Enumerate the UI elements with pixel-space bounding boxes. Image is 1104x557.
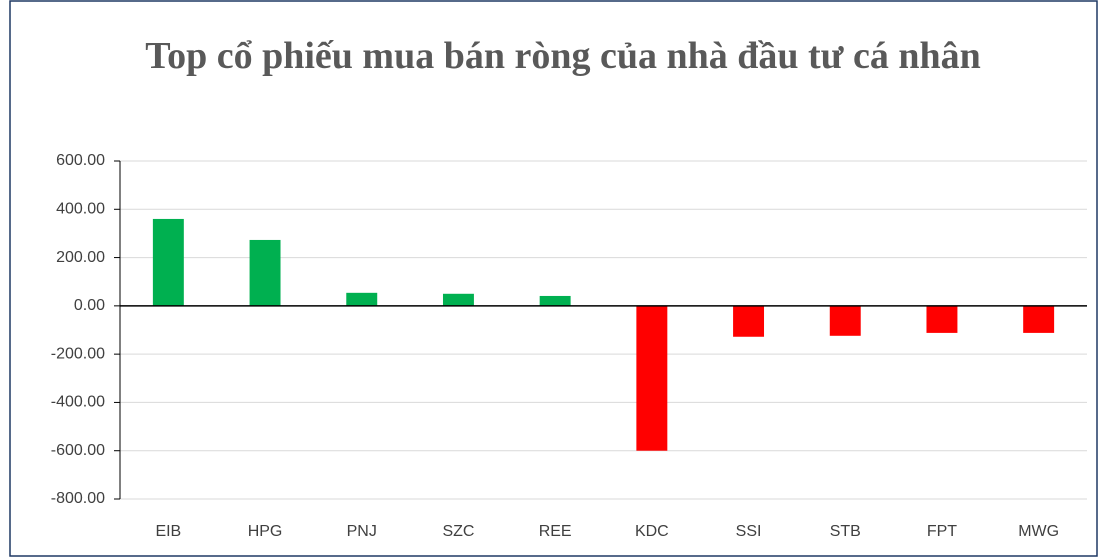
- x-tick-label: EIB: [155, 523, 181, 540]
- x-tick-label: FPT: [927, 523, 957, 540]
- bar: [539, 295, 571, 306]
- chart-border: [9, 0, 1098, 557]
- bar: [152, 218, 184, 306]
- y-tick-label: 0.00: [74, 297, 105, 314]
- bar: [249, 239, 281, 306]
- y-tick-label: -400.00: [51, 394, 105, 411]
- x-tick-label: REE: [539, 523, 572, 540]
- x-tick-label: STB: [830, 523, 861, 540]
- bar: [442, 293, 474, 306]
- bar: [733, 305, 765, 337]
- bar: [346, 292, 378, 306]
- bar: [926, 305, 958, 333]
- x-tick-label: SSI: [736, 523, 762, 540]
- x-tick-label: KDC: [635, 523, 669, 540]
- y-tick-label: -600.00: [51, 442, 105, 459]
- y-tick-label: -800.00: [51, 490, 105, 507]
- x-tick-label: PNJ: [347, 523, 377, 540]
- bar: [636, 305, 668, 451]
- bar: [829, 305, 861, 336]
- x-tick-label: HPG: [248, 523, 283, 540]
- chart-title: Top cổ phiếu mua bán ròng của nhà đầu tư…: [145, 35, 981, 77]
- y-tick-label: 200.00: [56, 249, 105, 266]
- x-tick-label: SZC: [442, 523, 474, 540]
- bar: [1023, 305, 1055, 333]
- y-tick-label: 600.00: [56, 152, 105, 169]
- y-tick-label: -200.00: [51, 345, 105, 362]
- y-tick-label: 400.00: [56, 201, 105, 218]
- x-tick-label: MWG: [1018, 523, 1059, 540]
